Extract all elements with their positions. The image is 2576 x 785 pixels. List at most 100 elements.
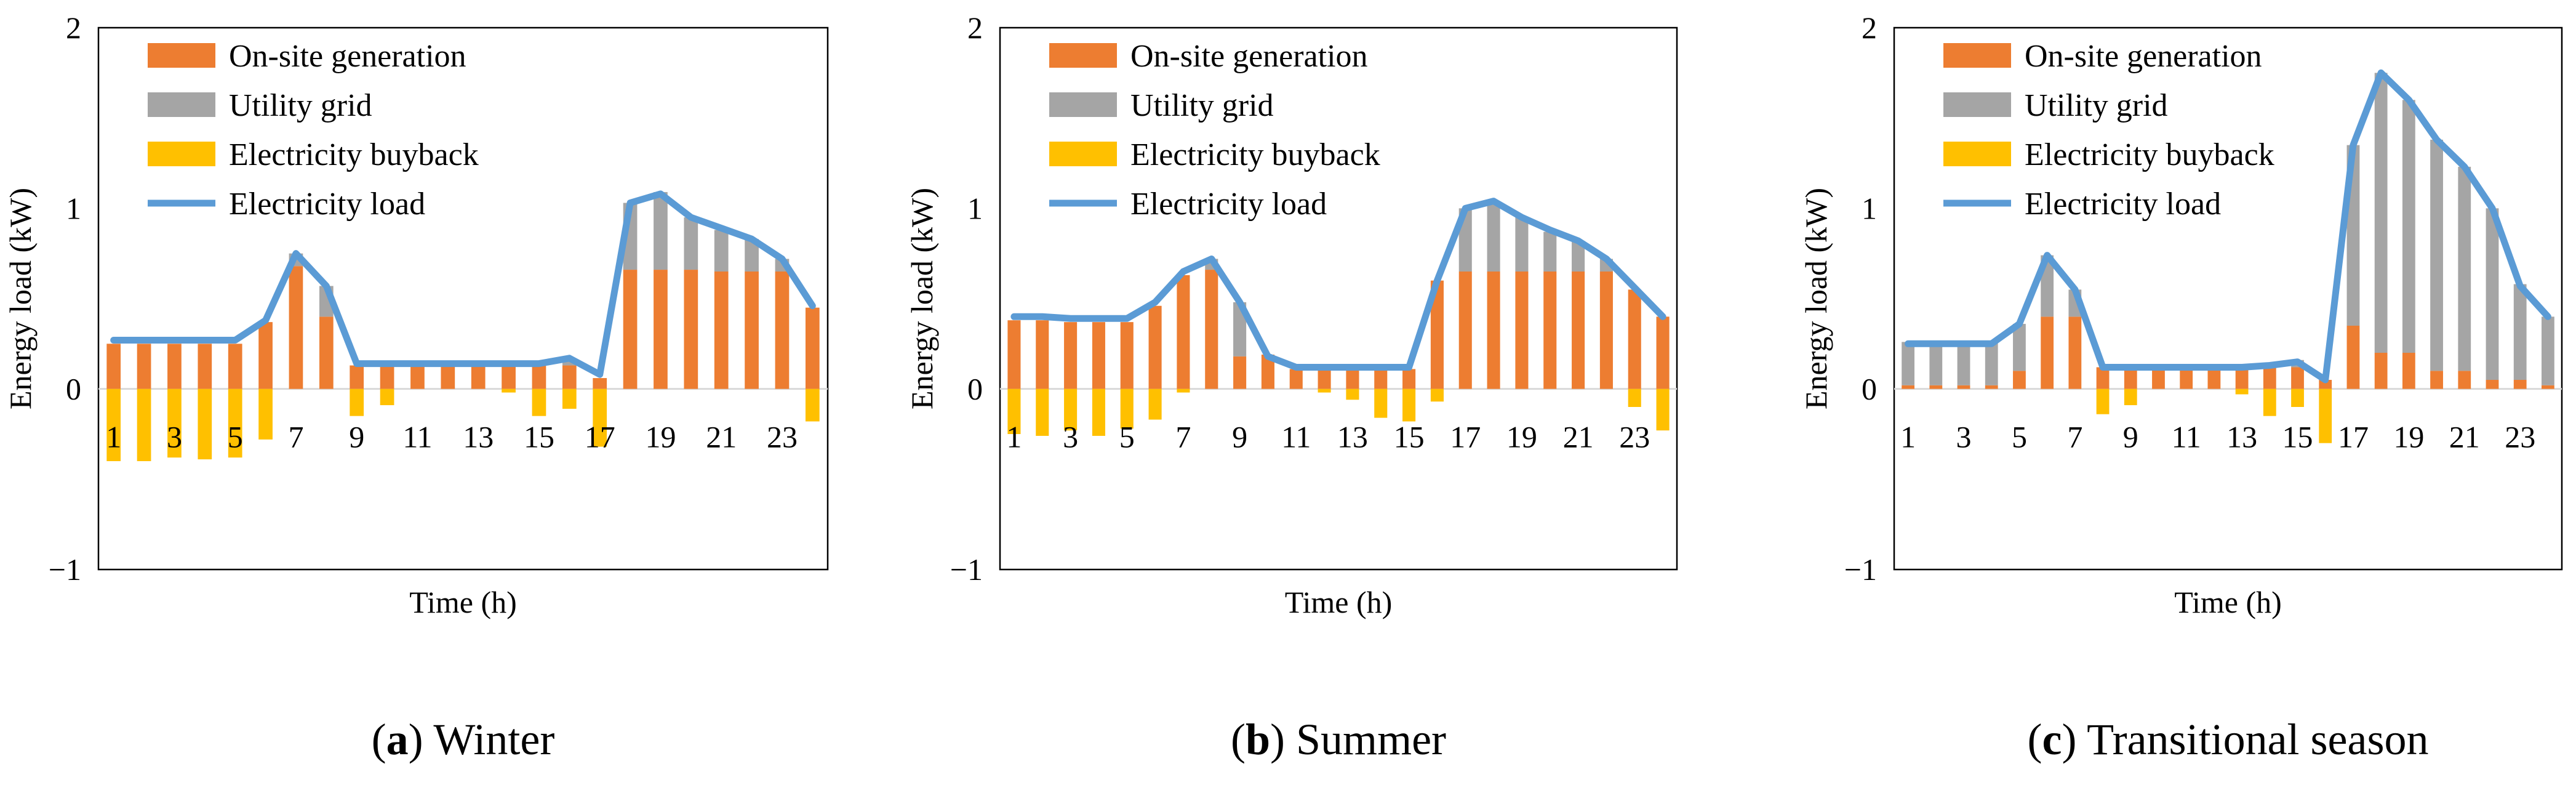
y-tick-label: −1 [1844,552,1877,587]
bar-onsite-generation [562,365,577,389]
x-tick-label: 15 [524,420,554,454]
bar-electricity-buyback [137,388,151,461]
bar-onsite-generation [2207,367,2221,389]
x-tick-label: 1 [106,420,121,454]
legend-label-buyback: Electricity buyback [2025,137,2274,172]
bar-utility-grid [714,230,729,272]
x-tick-label: 1 [1900,420,1916,454]
legend-label-onsite: On-site generation [2025,39,2262,74]
legend-label-grid: Utility grid [229,88,372,123]
bar-electricity-buyback [228,388,242,458]
bar-electricity-buyback [502,388,516,393]
x-tick-label: 9 [349,420,364,454]
bar-utility-grid [1929,342,1943,385]
chart-panel-transitional: On-site generation Utility grid Electric… [1799,10,2563,764]
bar-onsite-generation [410,365,425,389]
bar-onsite-generation [1064,322,1078,389]
bar-onsite-generation [775,272,790,389]
legend-label-load: Electricity load [2025,187,2221,222]
x-tick-label: 21 [1563,420,1594,454]
x-tick-label: 5 [228,420,243,454]
bar-electricity-buyback [2291,388,2304,407]
x-tick-label: 7 [1175,420,1191,454]
bar-electricity-buyback [350,388,364,416]
bar-onsite-generation [380,365,394,389]
legend-swatch-buyback [1049,142,1117,166]
bar-onsite-generation [137,344,151,389]
bar-onsite-generation [319,316,334,389]
y-axis-title: Energy load (kW) [3,188,38,409]
bars-group [1902,73,2554,443]
bar-utility-grid [2402,100,2415,353]
bar-onsite-generation [1929,385,1943,389]
x-tick-label: 13 [463,420,494,454]
legend: On-site generation Utility grid Electric… [1049,39,1380,222]
bar-electricity-buyback [2096,388,2110,414]
x-tick-label: 7 [288,420,303,454]
y-tick-label: −1 [49,552,81,587]
bar-onsite-generation [2235,367,2249,389]
bar-utility-grid [2430,139,2443,371]
bar-onsite-generation [532,365,546,389]
legend-swatch-buyback [148,142,215,166]
bar-onsite-generation [2013,371,2026,389]
bar-electricity-buyback [198,388,212,460]
caption-letter: c [2042,715,2062,764]
bar-onsite-generation [2291,367,2304,389]
bar-electricity-buyback [1430,388,1444,402]
x-tick-label: 3 [1956,420,1972,454]
bar-utility-grid [1543,231,1557,272]
bar-electricity-buyback [1064,388,1078,431]
legend-label-load: Electricity load [229,187,425,222]
y-tick-label: 1 [967,191,983,225]
bar-onsite-generation [1289,369,1303,389]
x-tick-label: 15 [2282,420,2313,454]
bar-utility-grid [2541,316,2554,385]
x-tick-label: 23 [2505,420,2535,454]
legend: On-site generation Utility grid Electric… [1943,39,2274,222]
panel-caption: (c) Transitional season [2028,715,2429,764]
chart-panel-summer: On-site generation Utility grid Electric… [905,10,1678,764]
bar-onsite-generation [2430,371,2443,389]
bar-onsite-generation [2263,367,2276,389]
plot-area [97,26,829,571]
bar-electricity-buyback [167,388,182,458]
bar-onsite-generation [1346,369,1359,389]
bar-onsite-generation [654,270,668,389]
bar-onsite-generation [1233,356,1247,389]
x-tick-label: 13 [2226,420,2257,454]
bar-onsite-generation [2152,367,2165,389]
legend-swatch-grid [148,92,215,117]
bar-onsite-generation [167,344,182,389]
bar-onsite-generation [1572,272,1585,389]
legend-label-grid: Utility grid [1130,88,1274,123]
x-tick-label: 5 [2012,420,2027,454]
bar-onsite-generation [2041,316,2054,389]
bar-onsite-generation [1148,305,1162,389]
caption-letter: b [1246,715,1270,764]
y-tick-label: 0 [66,372,81,406]
legend-label-buyback: Electricity buyback [229,137,479,172]
bars-group [106,191,820,461]
x-tick-label: 11 [402,420,432,454]
x-tick-label: 23 [1619,420,1650,454]
plot-area [1893,26,2563,571]
bar-utility-grid [745,239,759,272]
y-tick-label: 0 [967,372,983,406]
bar-utility-grid [1572,241,1585,272]
x-tick-label: 11 [2172,420,2201,454]
bars-group [1007,203,1670,436]
x-tick-label: 17 [2338,420,2369,454]
bar-electricity-buyback [1036,388,1049,436]
x-tick-label: 19 [645,420,676,454]
x-tick-label: 5 [1119,420,1135,454]
y-tick-label: 1 [66,191,81,225]
bar-onsite-generation [745,272,759,389]
bar-electricity-buyback [2235,388,2249,395]
bar-onsite-generation [2458,371,2471,389]
bar-utility-grid [1487,203,1500,272]
legend-swatch-onsite [1943,43,2011,68]
bar-onsite-generation [106,344,121,389]
bar-onsite-generation [258,322,273,389]
